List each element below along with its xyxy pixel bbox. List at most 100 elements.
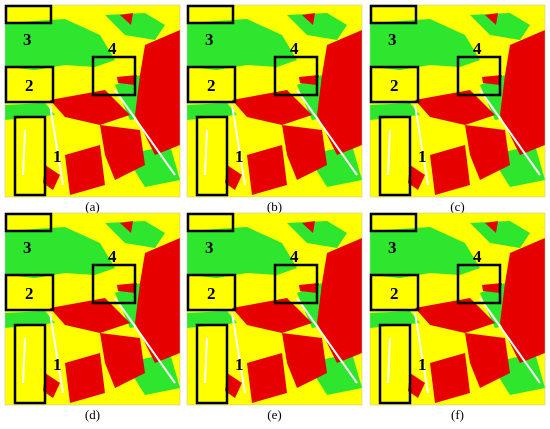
map-region xyxy=(225,373,242,398)
map-region xyxy=(287,221,347,248)
map-region xyxy=(43,165,60,190)
map-region xyxy=(232,90,312,125)
box xyxy=(186,65,237,104)
box-label: 2 xyxy=(25,284,34,303)
box-label: 4 xyxy=(108,247,117,266)
box xyxy=(456,263,502,305)
box-label: 4 xyxy=(290,247,299,266)
map-region xyxy=(204,129,208,176)
map-region xyxy=(43,373,60,398)
map-region xyxy=(470,221,530,248)
box-label: 1 xyxy=(235,147,244,166)
map-region xyxy=(282,333,327,388)
box-label: 1 xyxy=(235,355,244,374)
map-region xyxy=(482,283,502,293)
box-label: 1 xyxy=(53,147,62,166)
box-label: 1 xyxy=(53,355,62,374)
map-region xyxy=(415,298,495,333)
box xyxy=(91,55,137,97)
map-region xyxy=(408,165,425,190)
panel: 1 2 3 4 xyxy=(186,212,363,406)
panel-caption: (c) xyxy=(450,199,464,214)
box-label: 3 xyxy=(205,30,214,49)
box-label: 3 xyxy=(23,30,32,49)
map-region xyxy=(414,104,429,186)
map-region xyxy=(65,353,105,403)
panel: 1 2 3 4 xyxy=(369,4,546,198)
map-region xyxy=(299,75,319,85)
map-region xyxy=(430,145,470,195)
box xyxy=(4,273,55,312)
map-region xyxy=(408,373,425,398)
map-region xyxy=(414,312,429,394)
map-region xyxy=(100,333,145,388)
box xyxy=(4,4,53,25)
box-label: 3 xyxy=(388,30,397,49)
map-region xyxy=(287,13,347,40)
map-region xyxy=(247,145,287,195)
map-region xyxy=(296,89,358,176)
box xyxy=(456,55,502,97)
map-region xyxy=(225,165,242,190)
box-label: 4 xyxy=(473,39,482,58)
map-region xyxy=(187,19,297,70)
box xyxy=(369,65,420,104)
box xyxy=(273,55,319,97)
map-region xyxy=(317,238,362,363)
map-region xyxy=(299,283,319,293)
map-region xyxy=(231,104,246,186)
panel-caption: (f) xyxy=(451,407,464,422)
box xyxy=(186,4,235,25)
map-region xyxy=(317,30,362,155)
map-region xyxy=(100,125,145,180)
map-region xyxy=(105,221,165,248)
panel: 1 2 3 4 xyxy=(186,4,363,198)
map-region xyxy=(500,30,545,155)
map-region xyxy=(22,129,26,176)
box-label: 2 xyxy=(25,76,34,95)
box xyxy=(369,212,418,233)
map-region xyxy=(50,298,130,333)
box-label: 1 xyxy=(418,147,427,166)
map-region xyxy=(120,221,133,233)
box xyxy=(378,115,412,197)
box-label: 4 xyxy=(108,39,117,58)
map-region xyxy=(22,337,26,384)
map-region xyxy=(479,297,541,384)
box-label: 3 xyxy=(388,238,397,257)
map-region xyxy=(415,90,495,125)
panel-caption: (a) xyxy=(85,199,99,214)
box xyxy=(13,323,47,405)
map-region xyxy=(5,227,115,278)
map-region xyxy=(485,13,498,25)
map-region xyxy=(485,221,498,233)
map-region xyxy=(204,337,208,384)
box-label: 2 xyxy=(390,284,399,303)
map-region xyxy=(117,283,137,293)
map-region xyxy=(370,19,480,70)
box xyxy=(378,323,412,405)
map-region xyxy=(50,90,130,125)
panel-caption: (e) xyxy=(267,407,281,422)
box-label: 4 xyxy=(473,247,482,266)
box-label: 3 xyxy=(23,238,32,257)
box xyxy=(273,263,319,305)
map-region xyxy=(120,13,133,25)
map-region xyxy=(282,125,327,180)
map-region xyxy=(479,89,541,176)
box xyxy=(186,212,235,233)
box-label: 1 xyxy=(418,355,427,374)
map-region xyxy=(500,238,545,363)
map-region xyxy=(470,13,530,40)
box-label: 4 xyxy=(290,39,299,58)
box-label: 2 xyxy=(207,284,216,303)
map-region xyxy=(370,227,480,278)
map-region xyxy=(49,312,64,394)
map-region xyxy=(232,298,312,333)
box xyxy=(195,115,229,197)
box xyxy=(4,212,53,233)
map-region xyxy=(49,104,64,186)
box-label: 3 xyxy=(205,238,214,257)
map-region xyxy=(117,75,137,85)
map-region xyxy=(296,297,358,384)
